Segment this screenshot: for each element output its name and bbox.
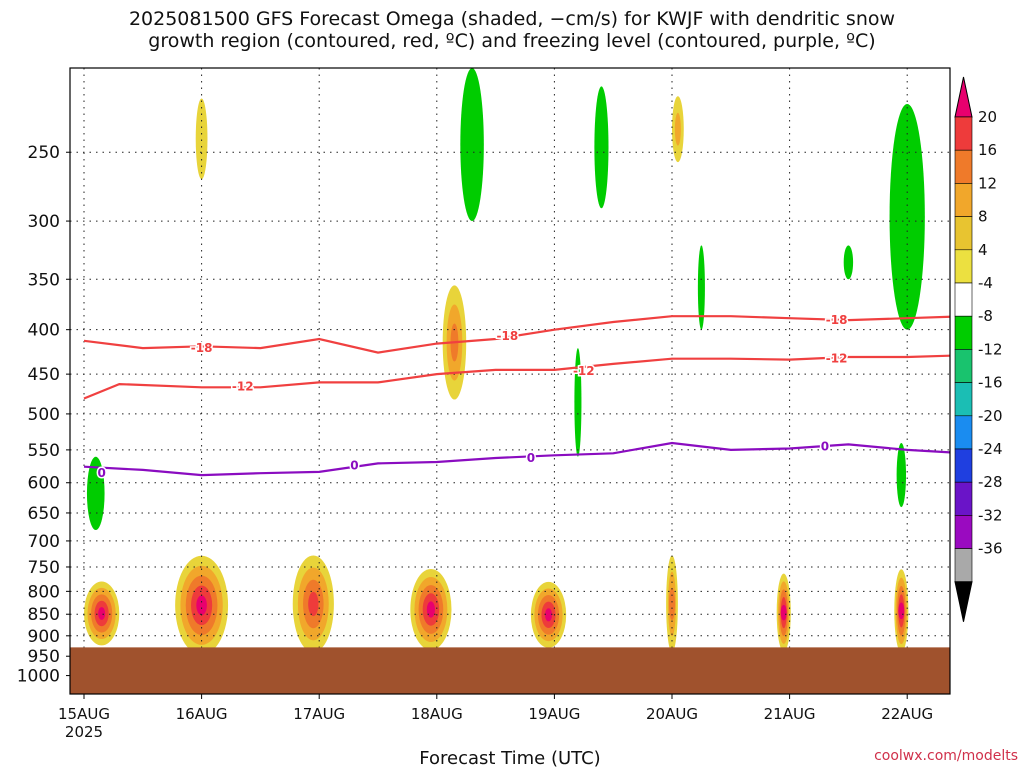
colorbar-label: -32 [978, 506, 1003, 524]
omega-ascent-shading [780, 604, 787, 621]
colorbar-bin [954, 282, 973, 317]
y-tick-label: 550 [28, 441, 60, 461]
contour-label: -18 [497, 329, 519, 343]
y-tick-label: 300 [28, 212, 60, 232]
omega-descent-shading [698, 266, 705, 309]
colorbar-label: -28 [978, 473, 1003, 491]
y-tick-label: 650 [28, 504, 60, 524]
y-tick-label: 400 [28, 321, 60, 341]
y-tick-label: 950 [28, 647, 60, 667]
contour-label: 0 [821, 439, 829, 453]
colorbar-bin [954, 116, 973, 151]
x-tick-label: 15AUG [58, 705, 110, 723]
colorbar-bin [954, 149, 973, 184]
y-tick-label: 700 [28, 532, 60, 552]
y-tick-label: 450 [28, 365, 60, 385]
x-tick-label: 20AUG [646, 705, 698, 723]
omega-ascent-shading [426, 601, 436, 618]
colorbar-bin [954, 515, 973, 549]
colorbar-label: 8 [978, 208, 988, 226]
y-tick-label: 600 [28, 474, 60, 494]
colorbar-bin [954, 216, 973, 251]
colorbar: 20 16 12 8 4 -4 -8 -12 -16 -20 -24 -28 -32 -36 [954, 76, 1003, 622]
colorbar-bin [954, 448, 973, 483]
omega-ascent-shading [544, 608, 553, 622]
colorbar-label: -24 [978, 440, 1003, 458]
contour-line--12 [83, 354, 950, 400]
ground-surface [70, 647, 950, 694]
plot-frame [69, 67, 951, 695]
x-tick-label: 19AUG [528, 705, 580, 723]
omega-descent-shading [574, 375, 581, 430]
omega-ascent-shading [669, 587, 675, 621]
contour-line--18 [83, 315, 950, 354]
colorbar-bottom-arrow [954, 581, 973, 622]
colorbar-label: -16 [978, 374, 1003, 392]
colorbar-label: -20 [978, 407, 1003, 425]
y-tick-label: 500 [28, 405, 60, 425]
omega-descent-shading [92, 481, 99, 506]
watermark: coolwx.com/modelts [874, 748, 1018, 764]
colorbar-label: -4 [978, 274, 993, 292]
colorbar-label: -12 [978, 340, 1003, 358]
contour-label: 0 [527, 451, 535, 465]
contour-label: -12 [232, 380, 254, 394]
omega-ascent-shading [308, 591, 319, 617]
colorbar-label: -36 [978, 540, 1003, 558]
x-year-label: 2025 [65, 723, 103, 741]
colorbar-label: -8 [978, 307, 993, 325]
y-tick-label: 250 [28, 143, 60, 163]
omega-ascent-shading [195, 98, 208, 180]
y-axis: 2503003504004505005506006507007508008509… [17, 143, 70, 687]
x-tick-label: 16AUG [176, 705, 228, 723]
omega-ascent-shading [898, 602, 905, 620]
contour-label: -18 [826, 313, 848, 327]
omega-shading-layer [84, 68, 925, 655]
x-axis: 15AUG 16AUG 17AUG 18AUG 19AUG 20AUG 21AUG 22AUG… [58, 694, 933, 741]
omega-descent-shading [469, 125, 476, 164]
contour-label: -12 [826, 352, 848, 366]
x-tick-label: 17AUG [293, 705, 345, 723]
colorbar-bin [954, 382, 973, 417]
omega-descent-shading [597, 116, 605, 178]
colorbar-bin [954, 249, 973, 284]
colorbar-label: 16 [978, 141, 997, 159]
contour-label: -12 [573, 364, 595, 378]
contour-line-0 [83, 441, 950, 477]
colorbar-label: 20 [978, 108, 997, 126]
contour-label: -18 [191, 341, 213, 355]
gridlines [70, 68, 950, 694]
omega-ascent-shading [674, 112, 681, 146]
colorbar-bin [954, 415, 973, 450]
colorbar-label: 4 [978, 241, 988, 259]
y-tick-label: 750 [28, 558, 60, 578]
x-axis-title: Forecast Time (UTC) [419, 748, 600, 768]
x-tick-label: 21AUG [764, 705, 816, 723]
y-tick-label: 1000 [17, 667, 60, 687]
colorbar-bin [954, 481, 973, 516]
colorbar-bin [954, 349, 973, 383]
omega-descent-shading [845, 253, 852, 271]
contour-layer: -18 -18 -18 -12 -12 -12 0 0 0 0 [83, 312, 950, 482]
omega-descent-shading [898, 464, 905, 486]
chart-title-line1: 2025081500 GFS Forecast Omega (shaded, −… [128, 8, 896, 30]
y-tick-label: 850 [28, 605, 60, 625]
colorbar-bin [954, 183, 973, 217]
omega-descent-shading [901, 179, 914, 255]
colorbar-top-arrow [954, 76, 973, 118]
omega-ascent-shading [196, 595, 207, 616]
colorbar-label: 12 [978, 174, 997, 192]
colorbar-bin [954, 548, 973, 583]
x-tick-label: 18AUG [411, 705, 463, 723]
contour-label: 0 [350, 458, 358, 472]
y-tick-label: 350 [28, 270, 60, 290]
omega-ascent-shading [98, 607, 106, 620]
y-tick-label: 900 [28, 627, 60, 647]
contour-label: 0 [97, 466, 105, 480]
y-tick-label: 800 [28, 582, 60, 602]
colorbar-bin [954, 315, 973, 350]
x-tick-label: 22AUG [881, 705, 933, 723]
chart-title-line2: growth region (contoured, red, ºC) and f… [148, 30, 876, 52]
